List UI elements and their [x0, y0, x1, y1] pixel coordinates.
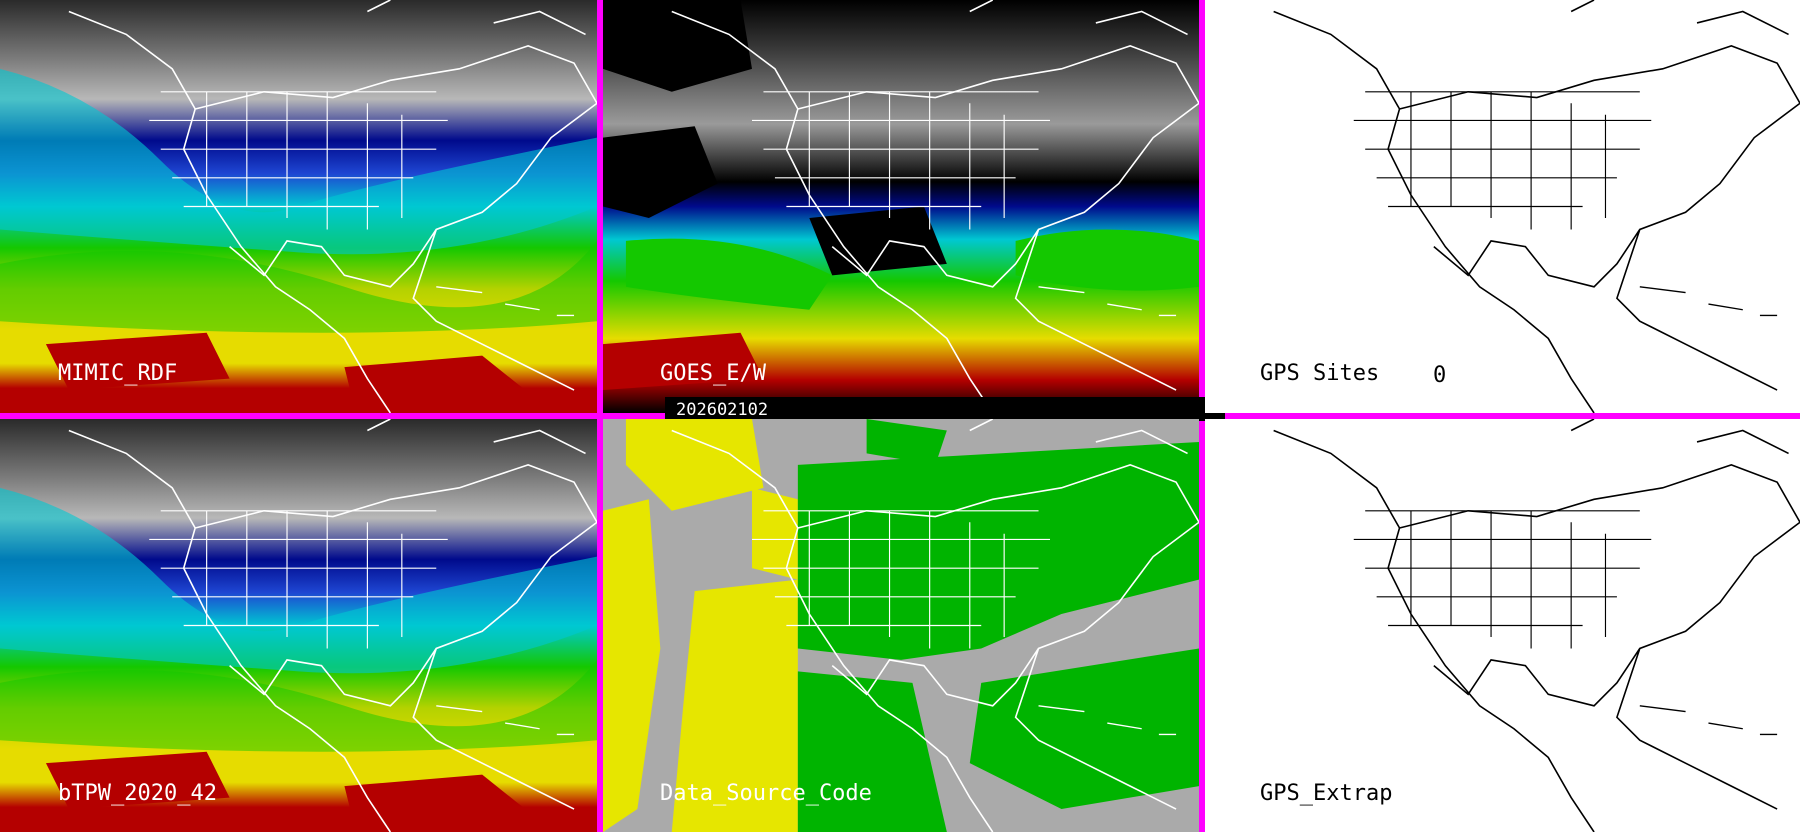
panel-label: Data_Source_Code [660, 781, 872, 806]
gps-extrap-map [1272, 419, 1800, 832]
btpw-panel: bTPW_2020_42 [0, 419, 597, 832]
gps-site-count: 0 [1433, 363, 1447, 388]
panel-label: MIMIC_RDF [58, 361, 178, 386]
timestamp: 202602102 [676, 400, 769, 420]
panel-label: GPS_Extrap [1260, 781, 1393, 806]
tpw-map-image [0, 0, 597, 413]
timestamp-bar: 202602102 [665, 397, 1225, 421]
tpw-map-image [0, 419, 597, 832]
gps-sites-panel: GPS Sites 0 [1205, 0, 1800, 413]
mimic-rdf-panel: MIMIC_RDF [0, 0, 597, 413]
data-source-code-panel: Data_Source_Code [603, 419, 1199, 832]
goes-ew-panel: GOES_E/W [603, 0, 1199, 413]
data-source-map-image [603, 419, 1199, 832]
panel-label: GOES_E/W [660, 361, 766, 386]
panel-label: bTPW_2020_42 [58, 781, 217, 806]
panel-label: GPS Sites [1260, 361, 1380, 386]
gps-extrap-panel: GPS_Extrap [1205, 419, 1800, 832]
gps-sites-map [1272, 0, 1800, 413]
goes-map-image [603, 0, 1199, 413]
